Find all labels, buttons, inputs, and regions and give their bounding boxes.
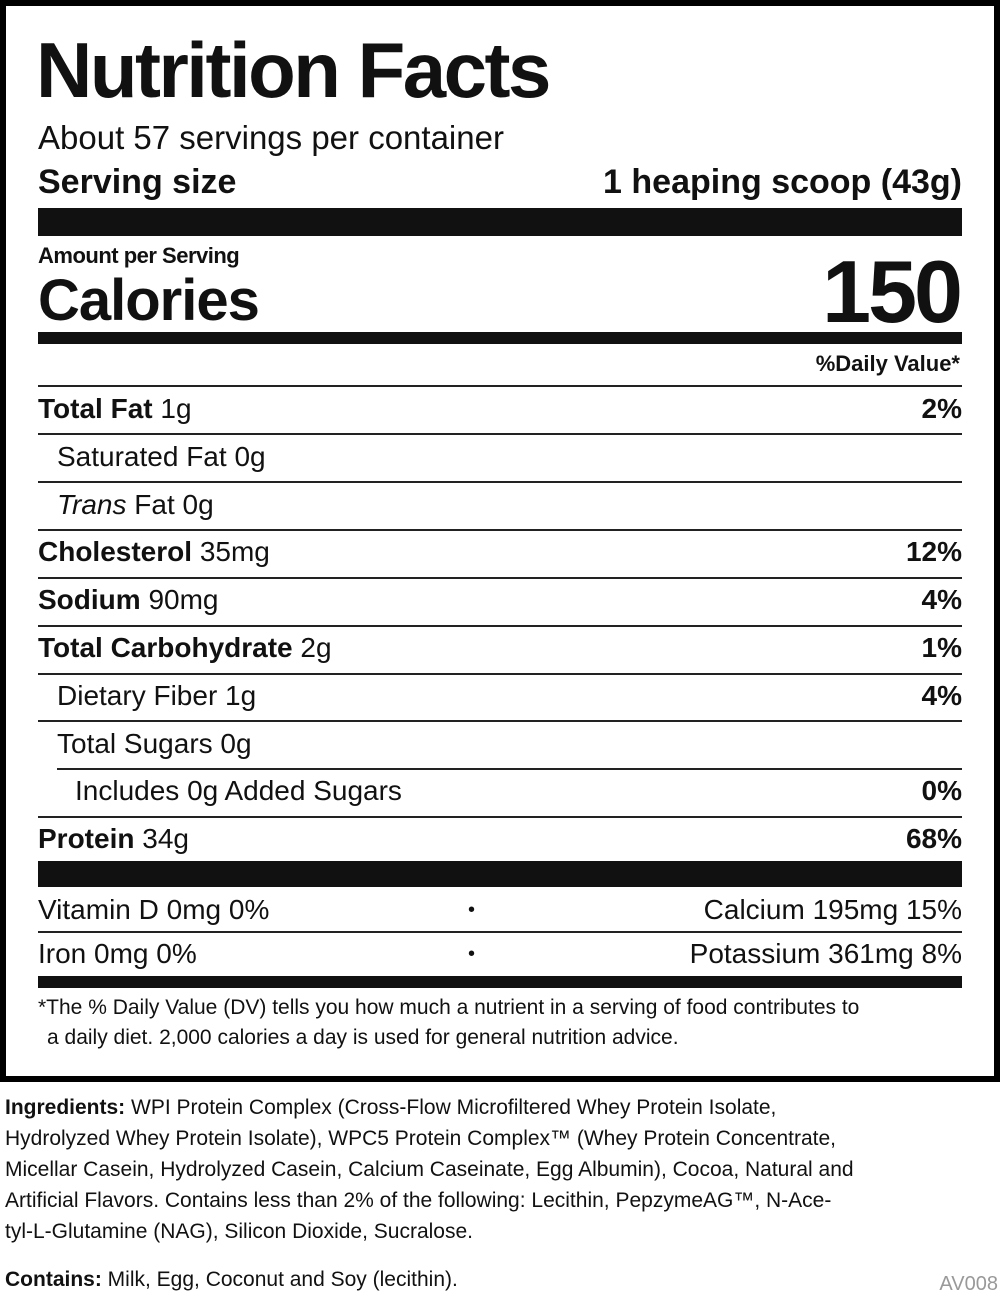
divider [38,385,962,387]
serving-size-label: Serving size [38,163,237,201]
calories-value: 150 [822,242,963,341]
label-box [0,0,1000,1082]
footnote-line: a daily diet. 2,000 calories a day is us… [47,1026,679,1049]
nutrient-dv: 0% [921,775,962,806]
ingredients-line: tyl-L-Glutamine (NAG), Silicon Dioxide, … [5,1220,473,1243]
divider [38,931,962,933]
nutrient-dv: 68% [905,823,962,854]
nutrient-amount: 1g [160,393,192,424]
nutrient-dv: 1% [921,632,962,663]
code: AV008 [939,1273,998,1295]
nutrient-name: Sodium [38,584,141,615]
vitamin-row: Iron 0mg 0% • Potassium 361mg 8% [38,934,962,974]
divider [38,625,962,627]
vitamin-right: Calcium 195mg 15% [703,894,962,925]
nutrient-row: Saturated Fat 0g [38,437,962,477]
footnote-line: *The % Daily Value (DV) tells you how mu… [38,996,860,1019]
ingredients-line: Hydrolyzed Whey Protein Isolate), WPC5 P… [5,1127,836,1150]
nutrient-dv: 12% [905,536,962,567]
vitamin-left: Iron 0mg 0% [38,938,197,969]
nutrient-dv: 4% [921,584,962,615]
nutrient-row: Sodium 90mg 4% [38,580,962,620]
dv-header: %Daily Value* [815,351,960,376]
ingredients-line: Ingredients: WPI Protein Complex (Cross-… [5,1092,1000,1123]
calories-label: Calories [38,268,260,333]
nutrient-name-italic: Trans [57,489,127,520]
nutrient-amount: 35mg [199,536,270,567]
divider [38,577,962,579]
nutrient-row: Total Fat 1g 2% [38,389,962,429]
medium-bar [38,332,962,344]
nutrient-amount: 1g [225,680,257,711]
nutrient-row: Total Carbohydrate 2g 1% [38,628,962,668]
amount-per-serving: Amount per Serving [38,243,240,268]
ingredients: Ingredients: WPI Protein Complex (Cross-… [5,1092,1000,1247]
thick-bar [38,208,962,236]
ingredients-line: Micellar Casein, Hydrolyzed Casein, Calc… [5,1158,854,1181]
serving-size-value: 1 heaping scoop (43g) [603,163,962,201]
serving-size-row: Serving size 1 heaping scoop (43g) [38,162,962,202]
vitamin-left: Vitamin D 0mg 0% [38,894,270,925]
nutrient-name: Total Carbohydrate [38,632,293,663]
nutrient-name: Saturated Fat [57,441,227,472]
nutrient-name: Protein [38,823,135,854]
nutrient-row: Dietary Fiber 1g 4% [38,676,962,716]
divider [38,673,962,675]
divider [38,720,962,722]
nutrient-dv: 2% [921,393,962,424]
ingredients-label: Ingredients: [5,1096,126,1119]
nutrient-amount: 0g [220,728,252,759]
vitamin-row: Vitamin D 0mg 0% • Calcium 195mg 15% [38,890,962,930]
nutrient-name: Total Sugars [57,728,213,759]
nutrient-amount: 34g [142,823,189,854]
nutrient-name: Includes 0g Added Sugars [75,775,402,806]
contains: Contains: Milk, Egg, Coconut and Soy (le… [5,1266,458,1294]
thick-bar [38,861,962,887]
nutrient-row: Protein 34g 68% [38,819,962,859]
nutrient-name: Fat [134,489,175,520]
nutrient-row: Includes 0g Added Sugars 0% [38,771,962,811]
divider [38,433,962,435]
nutrient-row: Cholesterol 35mg 12% [38,532,962,572]
nutrient-dv: 4% [921,680,962,711]
nutrient-row: Total Sugars 0g [38,724,962,764]
nutrient-name: Total Fat [38,393,153,424]
vitamin-right: Potassium 361mg 8% [689,938,962,969]
divider [38,816,962,818]
divider [57,768,962,770]
nutrient-amount: 0g [234,441,266,472]
divider [38,529,962,531]
nutrient-row: Trans Fat 0g [38,485,962,525]
nutrient-amount: 0g [182,489,214,520]
servings: About 57 servings per container [38,119,504,156]
title: Nutrition Facts [36,26,551,114]
bullet: • [468,943,476,965]
nutrient-name: Dietary Fiber [57,680,218,711]
nutrient-amount: 90mg [148,584,219,615]
nutrient-name: Cholesterol [38,536,193,567]
divider [38,481,962,483]
contains-label: Contains: [5,1268,102,1291]
nutrient-amount: 2g [300,632,332,663]
ingredients-text: WPI Protein Complex (Cross-Flow Microfil… [131,1096,777,1119]
bullet: • [468,899,476,921]
contains-text: Milk, Egg, Coconut and Soy (lecithin). [107,1268,458,1291]
medium-bar [38,976,962,988]
ingredients-line: Artificial Flavors. Contains less than 2… [5,1189,832,1212]
